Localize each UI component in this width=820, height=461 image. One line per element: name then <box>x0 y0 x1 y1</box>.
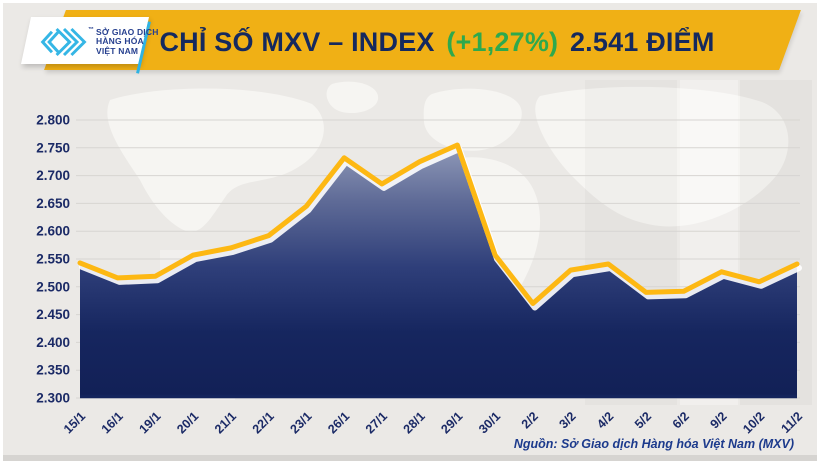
x-axis-label: 9/2 <box>707 409 729 431</box>
y-axis-label: 2.450 <box>36 307 70 322</box>
x-axis-label: 16/1 <box>99 409 126 436</box>
line-shadow <box>79 146 802 311</box>
y-axis-label: 2.300 <box>36 391 70 406</box>
chart-svg: 2.800 2.750 2.700 2.650 2.600 2.550 2.500 2.450… <box>36 113 806 437</box>
x-axis-label: 11/2 <box>779 409 806 436</box>
y-axis-label: 2.650 <box>36 196 70 211</box>
index-line <box>77 142 800 306</box>
x-axis-label: 29/1 <box>438 409 465 436</box>
logo-text-line3: VIỆT NAM <box>96 45 139 56</box>
x-axis-label: 4/2 <box>594 409 616 431</box>
y-axis-label: 2.600 <box>36 224 70 239</box>
y-axis-label: 2.800 <box>36 113 70 128</box>
logo-text-line2: HÀNG HÓA <box>96 36 144 47</box>
title-change-percent: (+1,27%) <box>446 27 559 57</box>
chart-card: CHỈ SỐ MXV – INDEX (+1,27%) 2.541 ĐIỂM ™… <box>3 3 817 455</box>
x-axis-label: 20/1 <box>174 409 201 436</box>
y-axis-label: 2.750 <box>36 140 70 155</box>
x-axis-label: 10/2 <box>740 409 767 436</box>
mxv-logo-icon <box>40 27 87 57</box>
logo-text-line1: SỞ GIAO DỊCH <box>96 26 159 37</box>
x-axis-label: 23/1 <box>287 409 314 436</box>
y-axis-label: 2.400 <box>36 335 70 350</box>
y-axis-label: 2.500 <box>36 279 70 294</box>
x-axis-label: 5/2 <box>632 409 654 431</box>
title-index-name: CHỈ SỐ MXV – INDEX <box>159 27 435 57</box>
y-axis-label: 2.700 <box>36 168 70 183</box>
y-axis-label: 2.350 <box>36 363 70 378</box>
x-axis-label: 30/1 <box>476 409 503 436</box>
title-points: 2.541 ĐIỂM <box>569 27 715 57</box>
x-axis-label: 6/2 <box>670 409 692 431</box>
area-fill <box>80 145 797 398</box>
source-note: Nguồn: Sở Giao dịch Hàng hóa Việt Nam (M… <box>513 437 794 451</box>
bottom-edge <box>3 455 817 461</box>
mxv-logo: ™ SỞ GIAO DỊCH HÀNG HÓA VIỆT NAM <box>38 23 159 61</box>
trademark-symbol: ™ <box>88 27 94 33</box>
x-axis-label: 26/1 <box>325 409 352 436</box>
mxv-logo-text: SỞ GIAO DỊCH HÀNG HÓA VIỆT NAM <box>96 26 159 57</box>
x-axis-label: 21/1 <box>212 409 239 436</box>
x-axis-label: 2/2 <box>519 409 541 431</box>
x-axis-label: 19/1 <box>136 409 163 436</box>
x-axis-label: 3/2 <box>557 409 579 431</box>
chart-title: CHỈ SỐ MXV – INDEX (+1,27%) 2.541 ĐIỂM <box>93 26 781 60</box>
y-axis-label: 2.550 <box>36 252 70 267</box>
x-axis-label: 27/1 <box>363 409 390 436</box>
x-axis-label: 22/1 <box>250 409 277 436</box>
x-axis-label: 28/1 <box>401 409 428 436</box>
x-axis-label: 15/1 <box>61 409 88 436</box>
